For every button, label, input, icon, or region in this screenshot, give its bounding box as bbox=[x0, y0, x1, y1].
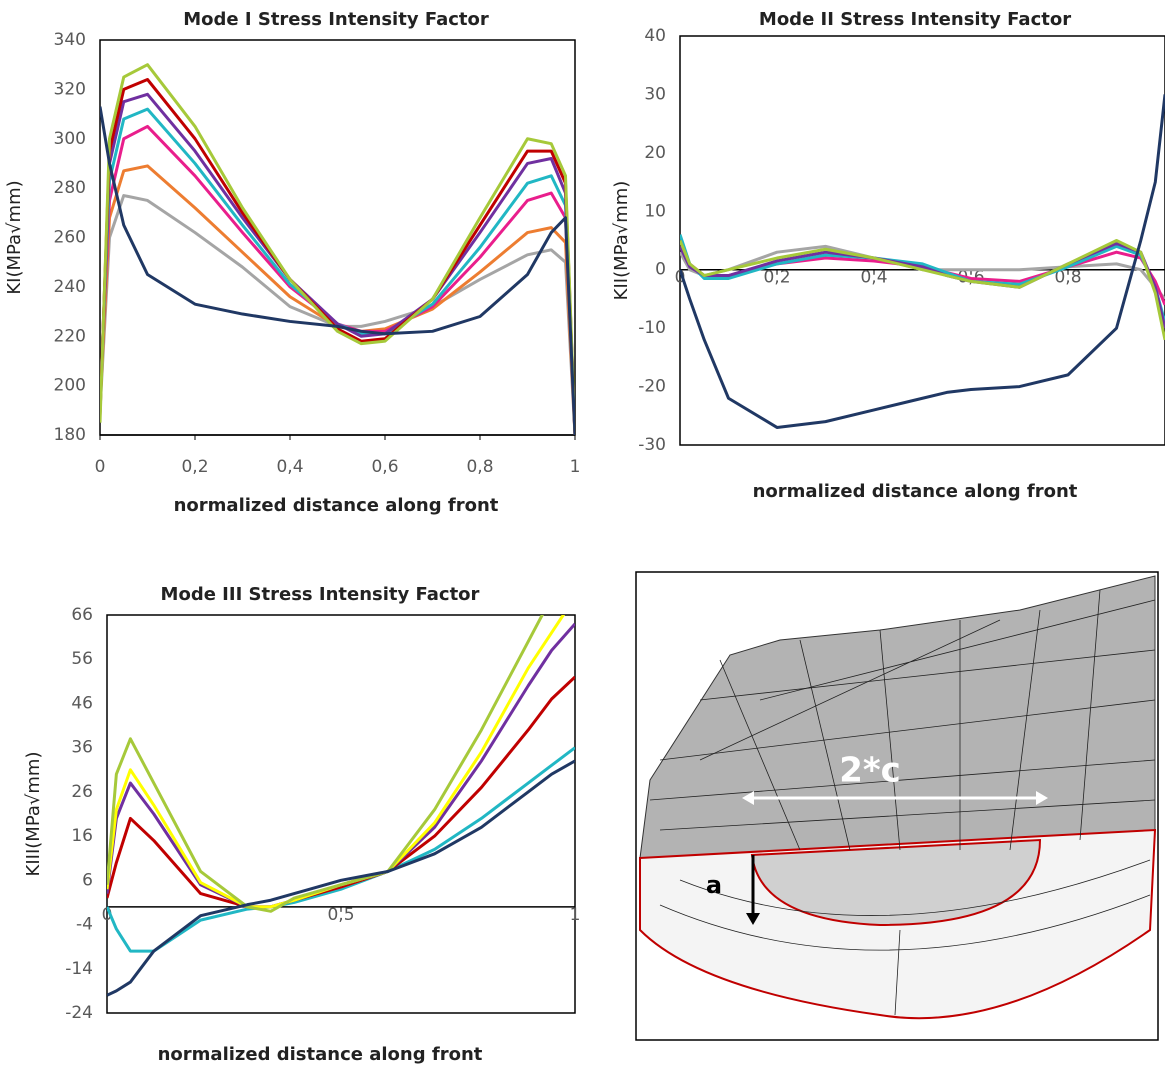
plot-frame bbox=[107, 615, 575, 1013]
series-group bbox=[680, 94, 1165, 427]
plot-frame bbox=[680, 36, 1165, 445]
series-line bbox=[107, 624, 575, 907]
y-tick-label: 180 bbox=[54, 425, 86, 445]
y-tick-label: 56 bbox=[71, 649, 93, 669]
x-tick-label: 0,2 bbox=[181, 457, 208, 477]
y-tick-label: 340 bbox=[54, 30, 86, 50]
x-tick-label: 0,4 bbox=[860, 268, 887, 288]
chart-title: Mode I Stress Intensity Factor bbox=[183, 9, 489, 30]
series-group bbox=[100, 65, 575, 435]
chart-title: Mode II Stress Intensity Factor bbox=[759, 9, 1071, 30]
x-tick-label: 0,4 bbox=[276, 457, 303, 477]
y-tick-label: 46 bbox=[71, 693, 93, 713]
x-axis-label: normalized distance along front bbox=[753, 481, 1078, 502]
y-tick-label: 240 bbox=[54, 277, 86, 297]
y-tick-label: 40 bbox=[644, 26, 666, 46]
x-tick-label: 0,6 bbox=[371, 457, 398, 477]
y-tick-label: 20 bbox=[644, 143, 666, 163]
series-line bbox=[100, 109, 575, 435]
series-line bbox=[107, 597, 575, 907]
y-tick-label: 66 bbox=[71, 605, 93, 625]
y-tick-label: 0 bbox=[655, 260, 666, 280]
series-line bbox=[100, 65, 575, 435]
x-axis-label: normalized distance along front bbox=[158, 1044, 483, 1065]
mesh-panel: 2*c a bbox=[636, 572, 1158, 1040]
y-tick-label: 16 bbox=[71, 826, 93, 846]
series-line bbox=[107, 761, 575, 995]
series-line bbox=[680, 235, 1165, 323]
series-group bbox=[107, 562, 575, 995]
x-tick-label: 1 bbox=[570, 905, 581, 925]
series-line bbox=[100, 107, 575, 435]
y-tick-label: 220 bbox=[54, 326, 86, 346]
figure: 2*c a Mode I Stress Intensity Factor norm… bbox=[0, 0, 1165, 1073]
series-line bbox=[100, 196, 575, 435]
series-line bbox=[100, 126, 575, 435]
y-tick-label: 6 bbox=[82, 870, 93, 890]
x-tick-label: 0,8 bbox=[466, 457, 493, 477]
series-line bbox=[100, 94, 575, 435]
y-tick-label: 320 bbox=[54, 79, 86, 99]
y-tick-label: -24 bbox=[65, 1003, 93, 1023]
y-tick-label: -20 bbox=[638, 377, 666, 397]
y-tick-label: 36 bbox=[71, 738, 93, 758]
series-line bbox=[100, 80, 575, 436]
chart-title: Mode III Stress Intensity Factor bbox=[161, 584, 480, 605]
y-tick-label: 300 bbox=[54, 129, 86, 149]
y-tick-label: -4 bbox=[76, 915, 93, 935]
x-tick-label: 1 bbox=[570, 457, 581, 477]
y-tick-label: 260 bbox=[54, 228, 86, 248]
y-tick-label: -10 bbox=[638, 318, 666, 338]
x-axis-label: normalized distance along front bbox=[174, 495, 499, 516]
y-axis-label: KI(MPa√mm) bbox=[4, 180, 25, 294]
y-tick-label: 30 bbox=[644, 84, 666, 104]
depth-label: a bbox=[706, 871, 722, 899]
x-tick-label: 0 bbox=[95, 457, 106, 477]
y-axis-label: KIII(MPa√mm) bbox=[23, 752, 44, 877]
y-tick-label: 10 bbox=[644, 201, 666, 221]
y-tick-label: -30 bbox=[638, 435, 666, 455]
x-tick-label: 0,5 bbox=[327, 905, 354, 925]
x-tick-label: 0,2 bbox=[763, 268, 790, 288]
y-tick-label: 280 bbox=[54, 178, 86, 198]
width-label: 2*c bbox=[839, 751, 901, 791]
series-line bbox=[100, 166, 575, 435]
y-tick-label: 26 bbox=[71, 782, 93, 802]
y-tick-label: 200 bbox=[54, 376, 86, 396]
y-axis-label: KII(MPa√mm) bbox=[611, 181, 632, 301]
y-tick-label: -14 bbox=[65, 959, 93, 979]
plot-frame bbox=[100, 40, 575, 435]
